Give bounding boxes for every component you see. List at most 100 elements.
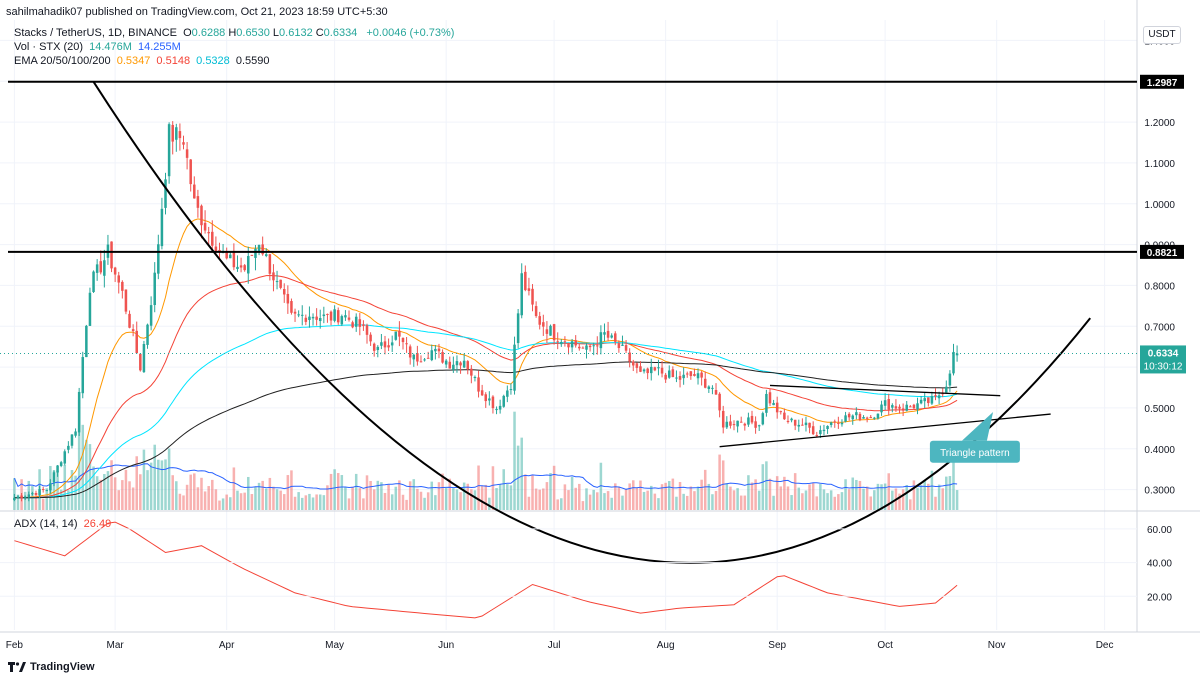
ema20-value: 0.5347 <box>116 55 151 67</box>
volume-bar <box>394 486 398 510</box>
tradingview-logo-icon <box>8 662 26 672</box>
candle-body <box>542 322 545 327</box>
volume-bar <box>265 488 268 510</box>
triangle-pattern-label: Triangle pattern <box>940 448 1010 459</box>
candle-body <box>689 371 693 377</box>
candle-body <box>250 254 254 256</box>
candle-body <box>329 311 333 321</box>
volume-bar <box>556 499 559 510</box>
volume-bar <box>635 487 639 510</box>
candle-body <box>581 347 585 349</box>
candle-body <box>754 421 757 428</box>
symbol-title: Stacks / TetherUS, 1D, BINANCE <box>14 27 178 39</box>
candle-body <box>574 340 577 346</box>
volume-bar <box>574 487 577 510</box>
level-price-label: 0.8821 <box>1147 248 1178 259</box>
candle-body <box>232 251 236 268</box>
candle-body <box>891 405 894 408</box>
volume-bar <box>901 489 905 510</box>
candle-body <box>218 249 221 252</box>
volume-bar <box>128 481 131 510</box>
candle-body <box>419 361 423 363</box>
time-tick-label: Aug <box>657 640 675 651</box>
time-tick-label: Nov <box>988 640 1006 651</box>
volume-bar <box>844 479 847 510</box>
volume-bar <box>592 489 595 510</box>
volume-bar <box>772 495 775 510</box>
volume-bar <box>916 487 919 510</box>
volume-bar <box>578 483 581 510</box>
candle-body <box>923 398 926 402</box>
candle-body <box>898 406 901 409</box>
candle-body <box>592 345 595 347</box>
volume-bar <box>110 460 113 510</box>
volume-bar <box>257 482 261 510</box>
adx-tick-label: 20.00 <box>1147 592 1172 603</box>
candle-body <box>401 337 405 343</box>
volume-bar <box>869 496 872 510</box>
ema200-value: 0.5590 <box>235 55 270 67</box>
candle-body <box>88 292 92 326</box>
candle-body <box>775 402 779 413</box>
volume-bar <box>721 460 725 510</box>
candle-body <box>308 316 311 320</box>
volume-bar <box>891 490 894 510</box>
candle-body <box>480 390 484 396</box>
candle-body <box>394 331 398 340</box>
candle-body <box>862 417 865 419</box>
candle-body <box>844 415 847 422</box>
candle-body <box>664 374 667 380</box>
candle-body <box>927 397 930 404</box>
time-tick-label: Apr <box>219 640 235 651</box>
candle-body <box>675 377 678 379</box>
candle-body <box>905 404 908 411</box>
candle-body <box>642 369 646 372</box>
candle-body <box>797 424 801 427</box>
candle-body <box>448 361 452 369</box>
candle-body <box>930 396 934 404</box>
volume-bar <box>390 494 394 510</box>
candle-body <box>167 124 171 177</box>
tradingview-brand[interactable]: TradingView <box>8 661 95 673</box>
candle-body <box>585 345 588 350</box>
volume-bar <box>139 474 142 510</box>
tradingview-brand-text: TradingView <box>30 661 95 673</box>
last-price-label: 0.6334 <box>1148 348 1179 359</box>
volume-bar <box>70 470 74 510</box>
volume-bar <box>761 464 765 510</box>
candle-body <box>707 386 711 389</box>
volume-bar <box>59 489 63 510</box>
candle-body <box>196 196 200 208</box>
candle-body <box>531 288 534 305</box>
volume-bar <box>570 476 574 510</box>
candle-body <box>103 260 106 276</box>
bar-countdown-label: 10:30:12 <box>1144 361 1183 372</box>
candle-body <box>693 374 696 376</box>
time-tick-label: Sep <box>768 640 786 651</box>
candle-body <box>560 341 563 345</box>
candle-body <box>49 483 52 491</box>
volume-bar <box>477 465 480 510</box>
candle-body <box>520 273 523 316</box>
candle-body <box>815 435 819 437</box>
volume-bar <box>815 496 819 510</box>
candle-body <box>272 272 275 281</box>
candle-body <box>703 378 707 388</box>
candle-body <box>257 244 261 253</box>
volume-bar <box>448 478 452 510</box>
candle-body <box>952 351 955 374</box>
volume-bar <box>797 487 801 510</box>
candle-body <box>624 345 628 351</box>
volume-bar <box>765 461 768 510</box>
currency-button[interactable]: USDT <box>1143 26 1181 44</box>
volume-bar <box>247 476 250 510</box>
candle-body <box>369 334 372 342</box>
candle-body <box>31 493 34 495</box>
price-tick-label: 1.1000 <box>1144 159 1175 170</box>
candle-body <box>45 490 49 492</box>
volume-bar <box>387 484 390 510</box>
volume-bar <box>103 474 106 510</box>
volume-bar <box>344 487 347 510</box>
volume-bar <box>527 496 531 510</box>
